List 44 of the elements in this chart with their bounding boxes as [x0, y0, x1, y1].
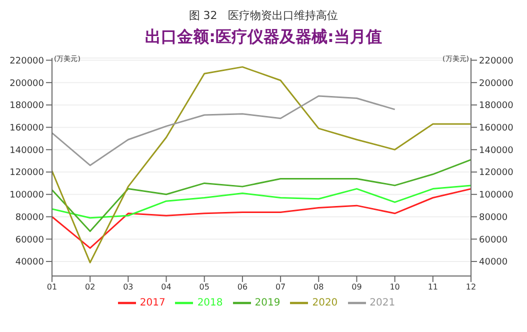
x-tick-label: 06 — [237, 282, 248, 292]
legend-label: 2021 — [370, 298, 396, 309]
y-tick-label: 40000 — [15, 258, 44, 268]
x-tick-label: 05 — [199, 282, 210, 292]
y-tick-label: 160000 — [10, 124, 44, 134]
x-tick-label: 01 — [46, 282, 58, 292]
chart-subtitle: 出口金额:医疗仪器及器械:当月值 — [144, 26, 383, 48]
line-series — [52, 184, 471, 219]
y-tick-label: 220000 — [10, 56, 44, 66]
y-tick-label: 200000 — [10, 78, 44, 89]
line-series — [52, 158, 471, 232]
y2-tick-label: 60000 — [479, 235, 508, 246]
y-tick-label: 120000 — [10, 168, 44, 178]
y2-tick-label: 120000 — [479, 168, 514, 178]
y-tick-label: 100000 — [10, 190, 44, 201]
x-tick-label: 03 — [123, 282, 134, 292]
legend-label: 2019 — [254, 298, 280, 309]
y-tick-label: 80000 — [15, 212, 44, 223]
chart-title: 图 32 医疗物资出口维持高位 — [188, 8, 340, 24]
y2-tick-label: 220000 — [479, 56, 514, 66]
legend-label: 2017 — [140, 298, 166, 309]
x-tick-label: 04 — [161, 282, 172, 292]
legend-label: 2018 — [197, 298, 223, 309]
y-tick-label: 60000 — [15, 235, 44, 246]
y2-tick-label: 200000 — [479, 78, 514, 89]
legend-label: 2020 — [312, 298, 338, 309]
x-tick-label: 02 — [84, 282, 96, 292]
y2-tick-label: 100000 — [479, 190, 514, 201]
x-tick-label: 10 — [390, 282, 400, 292]
y-tick-label: 180000 — [10, 101, 44, 112]
y2-tick-label: 140000 — [479, 146, 514, 156]
y2-tick-label: 160000 — [479, 124, 514, 134]
y-tick-label: 140000 — [10, 146, 44, 156]
line-series — [52, 188, 471, 249]
y2-tick-label: 180000 — [479, 101, 514, 112]
x-tick-label: 12 — [466, 282, 476, 292]
y2-tick-label: 80000 — [479, 212, 508, 223]
line-series — [52, 66, 471, 264]
x-tick-label: 07 — [275, 282, 286, 292]
x-tick-label: 09 — [352, 282, 362, 292]
y2-tick-label: 40000 — [479, 258, 508, 268]
line-series — [52, 95, 396, 166]
x-tick-label: 11 — [428, 282, 438, 292]
x-tick-label: 08 — [314, 282, 324, 292]
